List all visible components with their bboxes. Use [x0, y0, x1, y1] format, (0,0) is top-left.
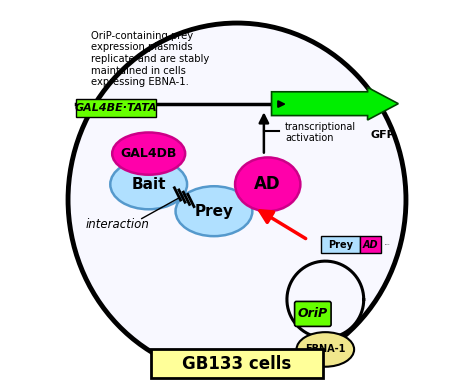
- Ellipse shape: [235, 157, 301, 211]
- Ellipse shape: [68, 23, 406, 376]
- Polygon shape: [272, 88, 398, 120]
- Text: interaction: interaction: [86, 218, 150, 231]
- Text: GB133 cells: GB133 cells: [182, 355, 292, 372]
- Bar: [272, 95, 289, 113]
- Text: AD: AD: [363, 240, 378, 250]
- FancyBboxPatch shape: [151, 349, 323, 378]
- FancyBboxPatch shape: [295, 301, 331, 326]
- Text: GAL4DB: GAL4DB: [120, 147, 177, 160]
- Ellipse shape: [110, 159, 187, 209]
- Text: Bait: Bait: [131, 177, 166, 192]
- Bar: [360, 236, 381, 253]
- Ellipse shape: [297, 332, 354, 367]
- Text: OriP: OriP: [298, 308, 328, 320]
- Text: OriP-containing prey
expression plasmids
replicate and are stably
maintained in : OriP-containing prey expression plasmids…: [91, 31, 210, 87]
- Text: EBNA-1: EBNA-1: [305, 344, 346, 354]
- Text: GAL4BE·TATA: GAL4BE·TATA: [75, 103, 157, 113]
- Ellipse shape: [175, 186, 252, 236]
- Text: PreyAD: PreyAD: [385, 244, 390, 245]
- Text: AD: AD: [255, 175, 281, 193]
- FancyBboxPatch shape: [76, 99, 156, 117]
- Ellipse shape: [112, 132, 185, 175]
- Text: Prey: Prey: [328, 240, 353, 250]
- Text: GFP: GFP: [371, 130, 395, 140]
- Text: transcriptional
activation: transcriptional activation: [285, 122, 356, 143]
- Text: Prey: Prey: [194, 204, 234, 219]
- Bar: [321, 236, 360, 253]
